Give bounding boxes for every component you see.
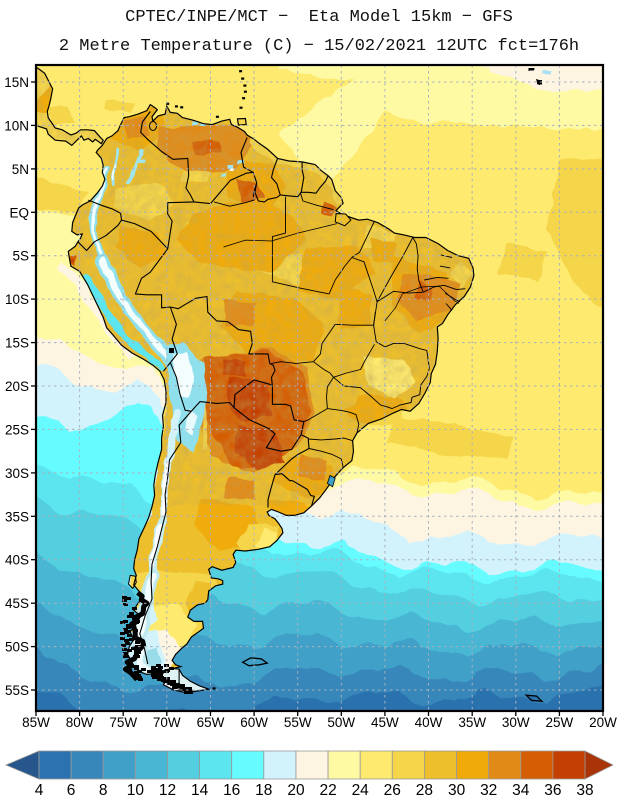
svg-text:25W: 25W [546,715,574,730]
svg-text:15N: 15N [4,75,29,90]
svg-text:4: 4 [35,782,44,799]
svg-text:60W: 60W [240,715,268,730]
svg-text:30W: 30W [502,715,530,730]
svg-text:45S: 45S [5,596,29,611]
svg-text:2 Metre Temperature (C) − 15/0: 2 Metre Temperature (C) − 15/02/2021 12U… [59,37,579,56]
svg-text:40W: 40W [415,715,443,730]
svg-text:26: 26 [384,782,401,799]
svg-text:50S: 50S [5,640,29,655]
svg-text:14: 14 [191,782,209,799]
svg-text:75W: 75W [109,715,137,730]
svg-text:EQ: EQ [9,205,29,220]
svg-text:55W: 55W [284,715,312,730]
svg-text:16: 16 [223,782,240,799]
svg-text:15S: 15S [5,336,29,351]
svg-text:10: 10 [127,782,145,799]
svg-text:5N: 5N [12,162,29,177]
svg-text:30S: 30S [5,466,29,481]
svg-text:85W: 85W [22,715,50,730]
svg-text:45W: 45W [371,715,399,730]
svg-text:35S: 35S [5,509,29,524]
svg-text:8: 8 [99,782,108,799]
svg-text:36: 36 [544,782,561,799]
svg-text:38: 38 [576,782,593,799]
svg-text:20S: 20S [5,379,29,394]
svg-text:24: 24 [352,782,370,799]
svg-text:55S: 55S [5,683,29,698]
svg-text:28: 28 [416,782,433,799]
svg-text:50W: 50W [327,715,355,730]
svg-text:34: 34 [512,782,530,799]
svg-text:40S: 40S [5,553,29,568]
svg-text:65W: 65W [197,715,225,730]
svg-text:10S: 10S [5,292,29,307]
svg-text:20: 20 [287,782,305,799]
svg-text:32: 32 [480,782,497,799]
svg-text:5S: 5S [12,249,29,264]
svg-text:30: 30 [448,782,466,799]
svg-text:70W: 70W [153,715,181,730]
svg-text:80W: 80W [66,715,94,730]
svg-text:12: 12 [159,782,176,799]
svg-text:10N: 10N [4,118,29,133]
svg-text:20W: 20W [589,715,617,730]
svg-text:25S: 25S [5,422,29,437]
svg-text:CPTEC/INPE/MCT − Eta Model 15: CPTEC/INPE/MCT − Eta Model 15km − GFS [125,8,513,27]
svg-text:35W: 35W [458,715,486,730]
svg-text:18: 18 [255,782,272,799]
svg-text:6: 6 [67,782,76,799]
svg-text:22: 22 [319,782,336,799]
